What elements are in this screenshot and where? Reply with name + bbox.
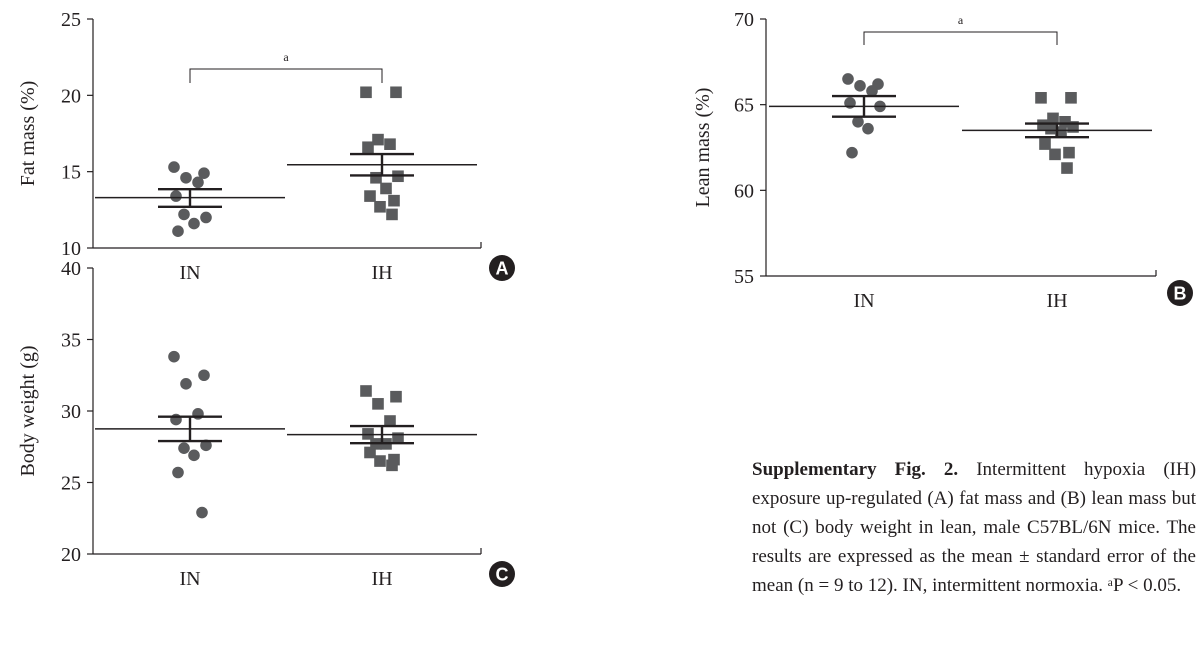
significance-bracket [190,69,382,83]
data-point [370,172,382,184]
y-tick-label: 65 [734,95,754,117]
y-tick-label: 40 [61,258,81,280]
chart-panel-a: 10 15 20 25 Fat mass (%) IN IH a A [17,9,515,284]
data-point [1063,147,1075,159]
data-point [364,190,376,202]
significance-label: a [958,13,964,27]
data-point [360,385,372,397]
data-point [198,369,210,381]
data-point [192,177,204,189]
y-axis-label: Body weight (g) [17,345,39,476]
data-point [380,183,392,195]
x-tick-label: IH [371,568,392,590]
data-point [188,218,200,230]
figure-caption: Supplementary Fig. 2. Intermittent hypox… [752,455,1196,600]
data-point [1035,92,1047,104]
x-tick-label: IN [179,262,200,284]
x-tick-label: IH [371,262,392,284]
y-tick-label: 35 [61,330,81,352]
panel-badge-letter: C [496,565,509,585]
data-point [178,209,190,221]
data-point [384,138,396,150]
y-tick-label: 10 [61,238,81,260]
data-point [196,507,208,519]
y-tick-label: 20 [61,85,81,107]
chart-panel-b: 55 60 65 70 Lean mass (%) IN IH a B [692,9,1193,312]
data-point [372,134,384,146]
panel-badge-letter: B [1174,284,1187,304]
data-point [1039,138,1051,150]
significance-bracket [864,32,1057,45]
data-point [386,460,398,472]
y-tick-label: 15 [61,162,81,184]
data-point [390,86,402,98]
data-point [1065,92,1077,104]
x-tick-label: IN [853,290,874,312]
data-point [386,209,398,221]
y-tick-label: 70 [734,9,754,31]
data-point [200,212,212,224]
data-point [178,442,190,454]
chart-panel-c: 20 25 30 35 40 Body weight (g) IN IH C [17,258,515,590]
data-point [364,447,376,459]
data-point [846,147,858,159]
data-point [372,398,384,410]
caption-title: Supplementary Fig. 2. [752,459,958,480]
data-point [168,351,180,363]
panel-badge-letter: A [496,259,509,279]
data-point [362,141,374,153]
y-axis-label: Lean mass (%) [692,88,714,208]
data-point [170,190,182,202]
x-tick-label: IH [1046,290,1067,312]
data-point [360,86,372,98]
y-axis-label: Fat mass (%) [17,81,39,187]
data-point [854,80,866,92]
data-point [374,201,386,213]
data-point [192,408,204,420]
data-point [180,378,192,390]
data-point [180,172,192,184]
data-point [1061,162,1073,174]
y-tick-label: 25 [61,473,81,495]
data-point [842,73,854,85]
data-point [1049,149,1061,161]
significance-label: a [283,50,289,64]
data-point [168,161,180,173]
data-point [390,391,402,403]
data-point [862,123,874,135]
y-tick-label: 20 [61,544,81,566]
data-point [172,467,184,479]
x-tick-label: IN [179,568,200,590]
y-tick-label: 60 [734,180,754,202]
y-tick-label: 30 [61,401,81,423]
data-point [188,450,200,462]
y-tick-label: 55 [734,266,754,288]
data-point [388,195,400,207]
data-point [374,455,386,467]
y-tick-label: 25 [61,9,81,31]
data-point [172,225,184,237]
